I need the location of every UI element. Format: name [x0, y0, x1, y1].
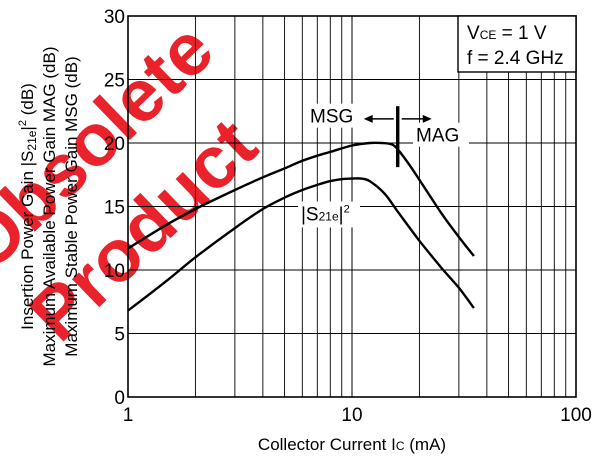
y-tick-label: 25	[104, 71, 125, 92]
mag-label-bg	[413, 122, 469, 147]
s21e-label: |S21e|2	[301, 203, 350, 225]
y-tick-label: 5	[114, 325, 125, 346]
y-axis-label-line: Maximum Stable Power Gain MSG (dB)	[62, 56, 81, 356]
mag-label: MAG	[416, 126, 459, 147]
x-tick-label: 1	[123, 405, 134, 426]
mag-arrow-head	[422, 114, 432, 123]
y-tick-label: 10	[104, 261, 125, 282]
annotations: VCE = 1 V f = 2.4 GHz MSG MAG |S21e|2	[298, 15, 577, 228]
conditions-box	[457, 15, 577, 73]
x-axis-label: Collector Current IC (mA)	[258, 435, 446, 454]
plot-border	[127, 15, 577, 398]
msg-arrow-head	[363, 114, 373, 123]
y-axis-label-line: Maximum Available Power Gain MAG (dB)	[40, 47, 59, 367]
y-tick-label: 20	[104, 134, 125, 155]
s21e-label-bg	[298, 201, 360, 228]
series-lines	[127, 141, 475, 312]
series-line-s21e	[127, 177, 475, 312]
msg-label: MSG	[310, 107, 353, 128]
y-tick-label: 15	[104, 198, 125, 219]
axis-labels: Collector Current IC (mA) Insertion Power…	[17, 47, 446, 454]
x-tick-labels: 1 10 100	[123, 405, 592, 426]
condition-frequency: f = 2.4 GHz	[467, 48, 564, 69]
y-axis-label-line: Insertion Power Gain |S21e|2 (dB)	[17, 83, 39, 330]
x-tick-label: 100	[560, 405, 592, 426]
y-tick-label: 0	[114, 388, 125, 409]
condition-vce: VCE = 1 V	[467, 23, 547, 44]
plot-frame	[127, 15, 577, 398]
x-tick-label: 10	[341, 405, 362, 426]
y-tick-labels: 0 5 10 15 20 25 30	[104, 7, 125, 409]
series-line-msg-mag	[127, 141, 475, 257]
msg-label-bg	[307, 103, 361, 128]
y-tick-label: 30	[104, 7, 125, 28]
